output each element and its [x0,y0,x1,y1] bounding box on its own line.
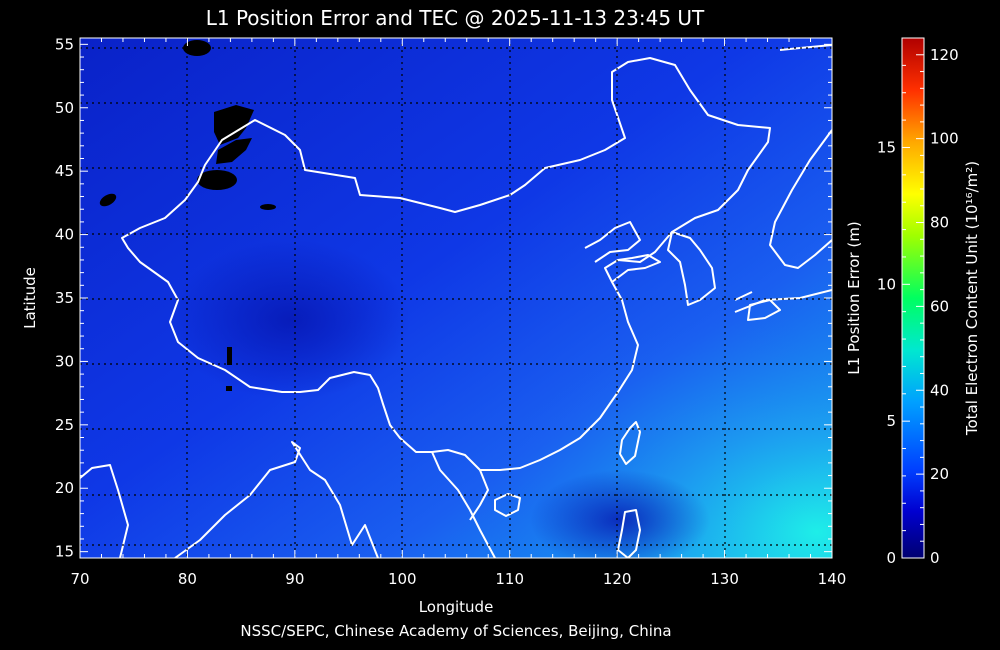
x-tick-label: 70 [70,570,89,588]
korea-south-coast [734,291,753,301]
tec-tick-label: 80 [930,214,949,232]
axis-ticks [79,38,833,558]
y-tick-label: 20 [55,479,74,497]
tec-tick-label: 20 [930,465,949,483]
y-tick-label: 50 [55,99,74,117]
india-coast [80,464,129,558]
tec-tick-label: 120 [930,46,959,64]
japan-coast [769,129,832,269]
grid-lines [80,38,832,558]
y-tick-label: 15 [55,543,74,561]
coastlines [80,44,832,558]
y-tick-label: 55 [55,35,74,53]
x-tick-label: 140 [818,570,847,588]
vietnam-coast [469,469,489,521]
y-tick-label: 40 [55,226,74,244]
hainan-coast [494,493,521,517]
x-tick-label: 110 [495,570,524,588]
tec-tick-label: 0 [930,549,940,567]
y-tick-label: 25 [55,416,74,434]
error-tick-label: 5 [886,412,896,430]
y-tick-label: 30 [55,352,74,370]
colorbar [902,38,924,558]
shandong-coast [611,254,661,283]
error-tick-label: 0 [886,549,896,567]
colorbar-frame [901,37,925,559]
footer-credit: NSSC/SEPC, Chinese Academy of Sciences, … [240,622,672,640]
x-tick-label: 130 [710,570,739,588]
error-tick-label: 15 [877,138,896,156]
x-tick-label: 80 [178,570,197,588]
tec-axis-label: Total Electron Content Unit (10¹⁶/m²) [963,160,981,436]
y-tick-label: 45 [55,162,74,180]
tec-tick-label: 100 [930,130,959,148]
y-axis-label: Latitude [21,267,39,329]
korea-coast [667,231,716,306]
indochina-coast [431,451,496,558]
x-tick-label: 100 [388,570,417,588]
x-tick-label: 90 [285,570,304,588]
luzon-coast [617,509,641,558]
map-title: L1 Position Error and TEC @ 2025-11-13 2… [205,6,705,30]
x-tick-label: 120 [603,570,632,588]
japan-kyushu [747,299,781,321]
taiwan-coast [619,421,641,465]
liaodong-coast [584,221,641,263]
china-boundary [121,57,771,471]
colorbar-ticks [902,37,924,559]
tec-tick-label: 60 [930,297,949,315]
tec-field [80,38,832,558]
tec-tick-label: 40 [930,381,949,399]
x-axis-label: Longitude [418,598,494,616]
error-tick-label: 10 [877,275,896,293]
position-error-axis-label: L1 Position Error (m) [845,221,863,375]
bengal-coast [174,441,379,558]
y-tick-label: 35 [55,289,74,307]
